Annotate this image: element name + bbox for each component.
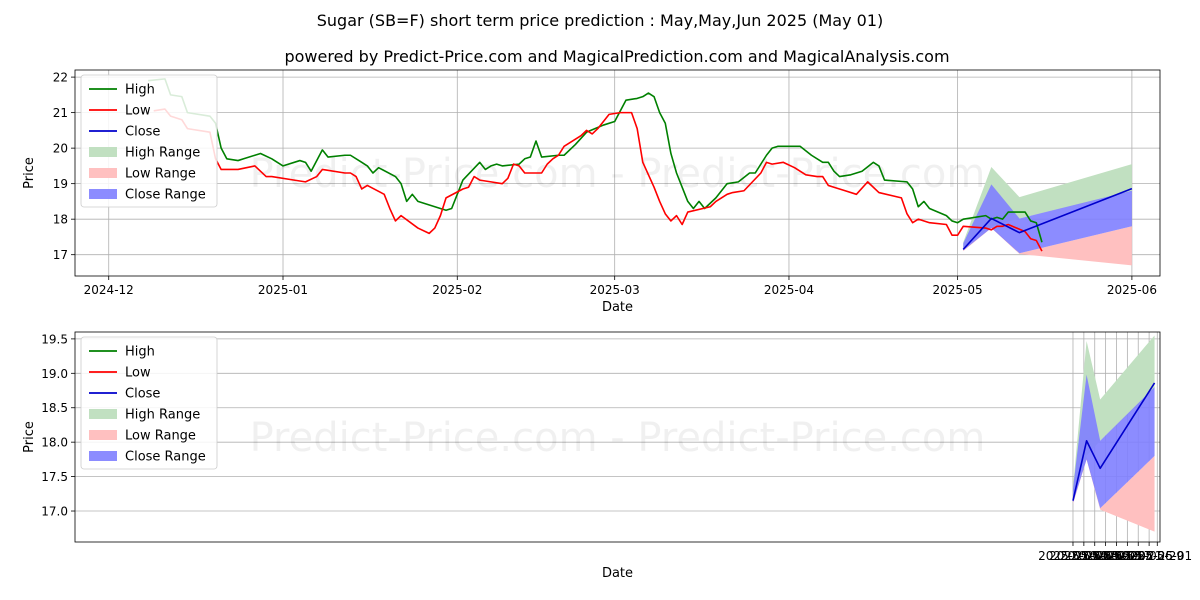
y-tick-label: 19.0	[41, 367, 68, 381]
axes-frame	[74, 331, 1161, 543]
legend-label: Low	[125, 104, 151, 119]
y-tick-label: 17	[53, 248, 68, 262]
y-tick-label: 17.0	[41, 505, 68, 519]
x-tick-label: 2025-04	[764, 283, 814, 297]
high-range-band	[1072, 335, 1155, 498]
plot-area	[1072, 335, 1156, 532]
y-axis-label: Price	[22, 157, 37, 189]
high-series-line	[147, 78, 1043, 243]
legend-swatch	[89, 189, 117, 199]
legend-swatch	[89, 168, 117, 178]
y-tick-label: 17.5	[41, 470, 68, 484]
chart-subtitle: powered by Predict-Price.com and Magical…	[284, 47, 949, 66]
y-tick-label: 19.5	[41, 332, 68, 346]
high-range-band	[963, 164, 1132, 248]
y-tick-label: 18	[53, 213, 68, 227]
legend-label: Close Range	[125, 188, 206, 203]
x-tick-label: 2025-05-01	[1038, 549, 1108, 563]
x-tick-label: 2025-05-21	[1092, 549, 1162, 563]
low-series-line	[153, 108, 1043, 252]
x-tick-label: 2025-05-25	[1103, 549, 1173, 563]
legend-label: Low	[125, 366, 151, 381]
close-range-band	[1072, 374, 1155, 509]
legend-label: Low Range	[125, 429, 196, 444]
plot-area	[147, 78, 1133, 266]
top-chart-panel: Predict-Price.com - Predict-Price.com202…	[22, 69, 1161, 315]
legend-label: Low Range	[125, 167, 196, 182]
close-range-band	[963, 184, 1132, 254]
x-axis-label: Date	[602, 300, 633, 315]
legend-swatch	[89, 147, 117, 157]
legend-swatch	[89, 451, 117, 461]
chart-title: Sugar (SB=F) short term price prediction…	[317, 11, 884, 30]
y-tick-label: 19	[53, 177, 68, 191]
legend-swatch	[89, 430, 117, 440]
y-tick-label: 18.0	[41, 436, 68, 450]
low-range-band	[1072, 455, 1155, 532]
y-tick-label: 20	[53, 142, 68, 156]
watermark: Predict-Price.com - Predict-Price.com	[250, 151, 986, 197]
x-tick-label: 2025-05-09	[1060, 549, 1130, 563]
x-tick-label: 2025-05-05	[1049, 549, 1119, 563]
legend-label: Close Range	[125, 450, 206, 465]
grid-lines	[75, 70, 1160, 276]
y-tick-label: 21	[53, 106, 68, 120]
legend-label: High	[125, 345, 155, 360]
legend-label: High	[125, 83, 155, 98]
x-tick-label: 2025-06	[1107, 283, 1157, 297]
y-tick-label: 18.5	[41, 401, 68, 415]
close-series-line	[962, 187, 1133, 250]
bottom-chart-panel: Predict-Price.com - Predict-Price.com 202…	[22, 331, 1192, 581]
x-tick-label: 2025-05-29	[1114, 549, 1184, 563]
legend-label: Close	[125, 387, 160, 402]
axes-frame	[74, 69, 1161, 277]
x-tick-label: 2025-01	[258, 283, 308, 297]
close-series-line	[1072, 382, 1156, 501]
legend: High Low Close High Range Low Range Close Ran…	[80, 74, 218, 208]
x-axis-label: Date	[602, 566, 633, 581]
x-tick-label: 2025-03	[590, 283, 640, 297]
x-tick-label: 2025-05-17	[1082, 549, 1152, 563]
legend-label: High Range	[125, 146, 200, 161]
y-axis-label: Price	[22, 421, 37, 453]
low-range-band	[963, 226, 1132, 266]
x-tick-label: 2025-02	[432, 283, 482, 297]
y-tick-label: 22	[53, 71, 68, 85]
legend-swatch	[89, 409, 117, 419]
x-tick-label: 2025-05	[933, 283, 983, 297]
watermark: Predict-Price.com - Predict-Price.com	[250, 415, 986, 461]
x-tick-label: 2025-05-13	[1071, 549, 1141, 563]
legend: High Low Close High Range Low Range Close Ran…	[80, 336, 218, 470]
x-tick-label: 2025-06-01	[1122, 549, 1192, 563]
legend-label: High Range	[125, 408, 200, 423]
x-tick-label: 2024-12	[84, 283, 134, 297]
legend-label: Close	[125, 125, 160, 140]
